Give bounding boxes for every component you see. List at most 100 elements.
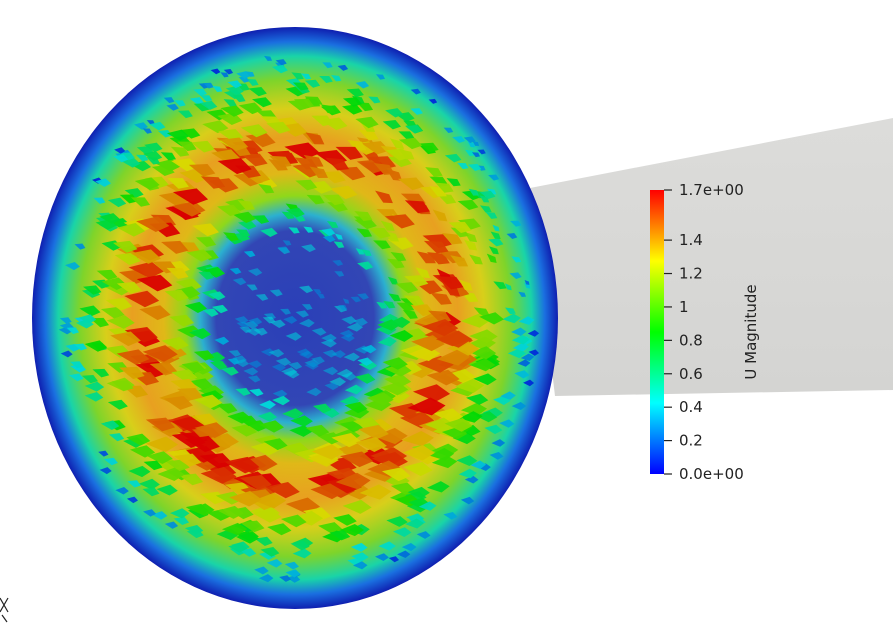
arrow-glyph <box>320 338 337 348</box>
arrow-glyph <box>511 256 522 263</box>
arrow-glyph <box>329 185 358 200</box>
arrow-glyph <box>211 304 228 314</box>
arrow-glyph <box>129 445 156 458</box>
arrow-glyph <box>203 266 226 278</box>
arrow-glyph <box>491 439 506 447</box>
arrow-glyph <box>265 481 300 499</box>
arrow-glyph <box>445 368 477 384</box>
arrow-glyph <box>475 411 498 423</box>
colorbar-tick-label: 1.4 <box>679 231 703 249</box>
arrow-glyph <box>115 486 129 495</box>
arrow-glyph <box>342 97 363 107</box>
arrow-glyph <box>212 85 223 92</box>
arrow-glyph <box>320 104 336 114</box>
arrow-glyph <box>452 136 466 144</box>
arrow-glyph <box>79 305 101 317</box>
arrow-glyph <box>232 277 247 286</box>
arrow-glyph <box>432 209 448 222</box>
arrow-glyph <box>139 305 171 321</box>
arrow-glyph <box>83 285 102 295</box>
arrow-glyph <box>60 350 73 358</box>
arrow-glyph <box>405 124 423 134</box>
arrow-glyph <box>322 366 339 376</box>
arrow-glyph <box>229 267 242 275</box>
arrow-glyph <box>322 62 333 69</box>
arrow-glyph <box>285 332 302 341</box>
arrow-glyph <box>518 291 527 297</box>
arrow-glyph <box>511 335 530 345</box>
arrow-glyph <box>485 211 498 219</box>
arrow-glyph <box>336 368 353 378</box>
arrow-glyph <box>305 132 325 145</box>
arrow-glyph <box>437 276 464 290</box>
arrow-glyph <box>425 417 455 433</box>
arrow-glyph <box>375 74 385 80</box>
arrow-glyph <box>149 362 178 376</box>
arrow-glyph <box>285 207 305 218</box>
arrow-glyph <box>290 415 313 427</box>
arrow-glyph <box>324 382 339 391</box>
arrow-glyph <box>435 182 454 193</box>
arrow-glyph <box>339 420 364 433</box>
arrow-glyph <box>409 304 435 317</box>
arrow-glyph <box>380 382 409 396</box>
arrow-glyph <box>66 327 80 334</box>
arrow-glyph <box>460 496 475 505</box>
arrow-glyph <box>321 333 337 343</box>
arrow-glyph <box>350 542 368 552</box>
colorbar-tick-label: 0.4 <box>679 398 703 416</box>
arrow-glyph <box>322 349 338 358</box>
arrow-glyph <box>504 283 512 291</box>
arrow-glyph <box>174 100 186 107</box>
arrow-glyph <box>444 153 462 163</box>
arrow-glyph <box>282 408 304 420</box>
arrow-glyph <box>260 547 280 557</box>
arrow-glyph <box>203 351 226 363</box>
arrow-glyph <box>99 213 121 224</box>
arrow-glyph <box>464 149 475 156</box>
arrow-glyph <box>306 194 325 205</box>
arrow-glyph <box>258 574 274 583</box>
arrow-glyph <box>258 183 275 194</box>
arrow-glyph <box>84 340 108 352</box>
arrow-glyph <box>164 289 189 302</box>
arrow-glyph <box>263 438 288 451</box>
arrow-glyph <box>245 132 276 148</box>
arrow-glyph <box>200 95 213 102</box>
arrow-glyph <box>463 136 476 143</box>
arrow-glyph <box>467 141 475 148</box>
arrow-glyph <box>442 283 460 297</box>
arrow-glyph <box>249 388 264 397</box>
arrow-glyph <box>477 149 486 155</box>
arrow-glyph <box>119 152 135 161</box>
arrow-glyph <box>210 361 228 370</box>
arrow-glyph <box>156 484 178 496</box>
arrow-glyph <box>463 239 478 251</box>
arrow-glyph <box>502 313 521 324</box>
arrow-glyph <box>227 411 252 424</box>
arrow-glyph <box>295 179 318 191</box>
arrow-glyph <box>344 401 368 414</box>
arrow-glyph <box>489 452 504 460</box>
arrow-glyph <box>108 433 125 442</box>
arrow-glyph <box>400 328 429 342</box>
arrow-glyph <box>500 391 516 400</box>
arrow-glyph <box>507 348 526 359</box>
arrow-glyph <box>361 141 390 155</box>
arrow-glyph <box>188 163 216 177</box>
arrow-glyph <box>311 444 344 460</box>
arrow-glyph <box>342 104 363 115</box>
arrow-glyph <box>106 315 135 329</box>
arrow-glyph <box>243 250 256 258</box>
arrow-glyph <box>252 97 272 108</box>
arrow-glyph <box>457 162 469 170</box>
arrow-glyph <box>160 152 177 161</box>
arrow-glyph <box>239 326 252 334</box>
arrow-glyph <box>435 330 473 348</box>
arrow-glyph <box>427 481 450 493</box>
arrow-glyph <box>157 467 185 481</box>
arrow-glyph <box>292 82 309 91</box>
arrow-glyph <box>255 294 269 301</box>
arrow-glyph <box>271 64 288 74</box>
